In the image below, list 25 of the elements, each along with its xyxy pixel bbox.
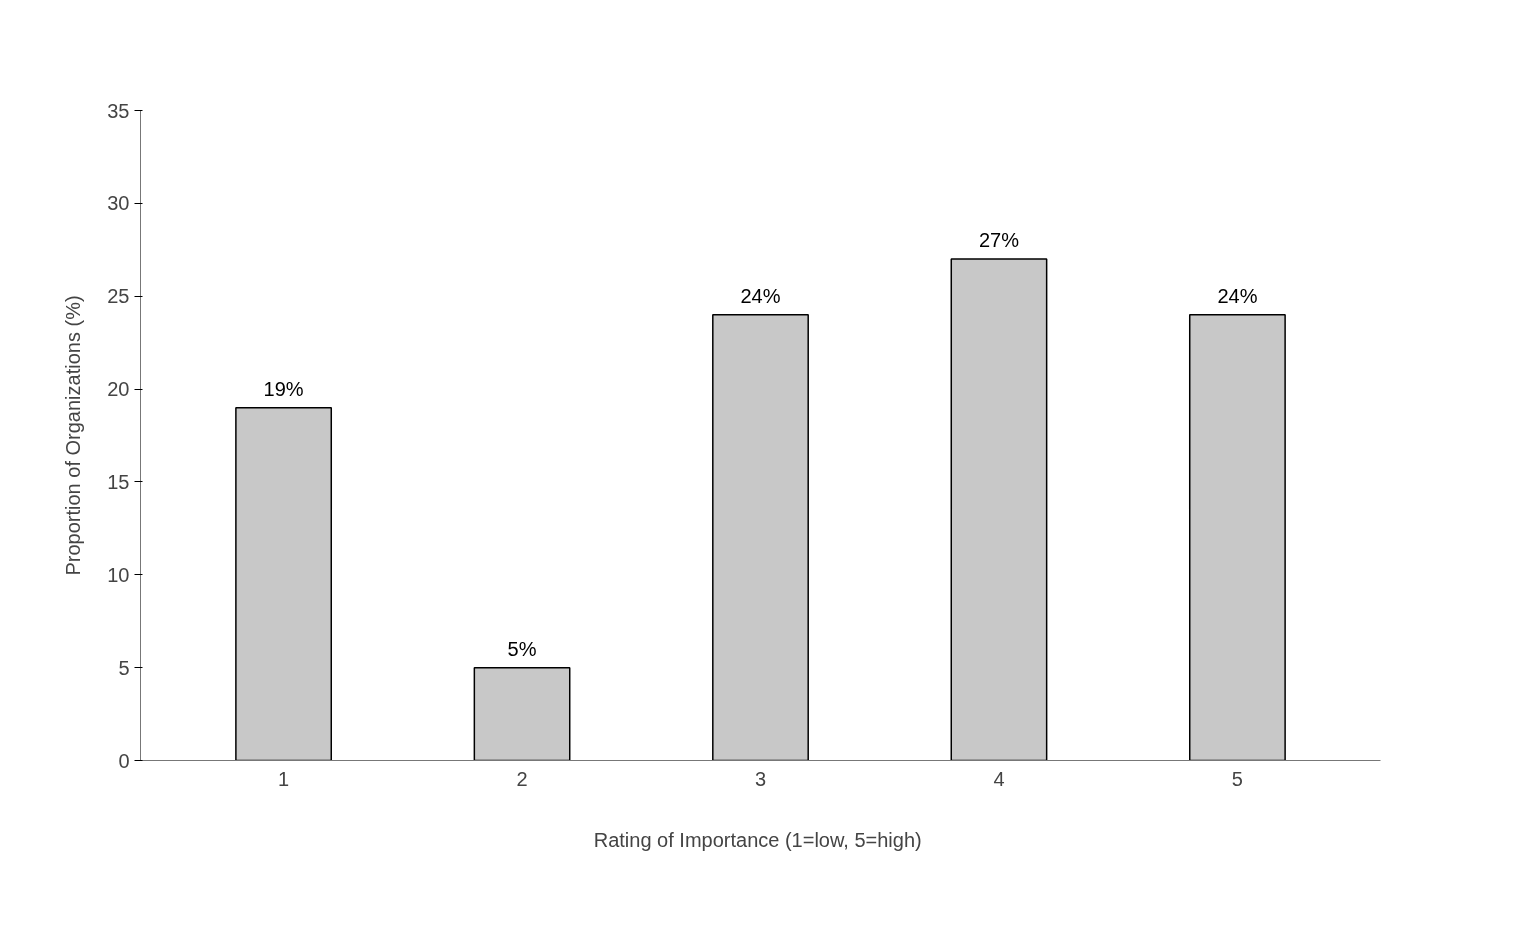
x-tick-label: 2 [516, 767, 528, 790]
bar [950, 258, 1048, 761]
y-tick-label: 15 [107, 470, 130, 493]
data-label: 24% [740, 284, 781, 307]
data-label: 5% [507, 637, 537, 660]
y-tick-label: 0 [118, 749, 130, 772]
data-label: 27% [978, 229, 1020, 252]
x-tick-label: 5 [1231, 767, 1243, 790]
bar [235, 406, 333, 761]
bar [712, 314, 809, 761]
bar [473, 666, 571, 761]
y-tick-label: 35 [107, 99, 130, 122]
data-label: 24% [1217, 284, 1258, 307]
x-tick-label: 4 [993, 767, 1005, 790]
y-tick-label: 30 [107, 192, 130, 215]
x-tick-label: 1 [278, 767, 290, 790]
y-tick-label: 20 [107, 378, 130, 401]
y-axis-title: Proportion of Organizations (%) [62, 295, 85, 576]
bar [1188, 314, 1286, 761]
y-tick-label: 5 [118, 656, 130, 679]
x-axis-title: Rating of Importance (1=low, 5=high) [593, 828, 922, 851]
y-tick-label: 25 [107, 285, 130, 308]
data-label: 19% [263, 377, 304, 400]
y-tick-label: 10 [107, 563, 130, 586]
x-tick-label: 3 [754, 767, 767, 790]
